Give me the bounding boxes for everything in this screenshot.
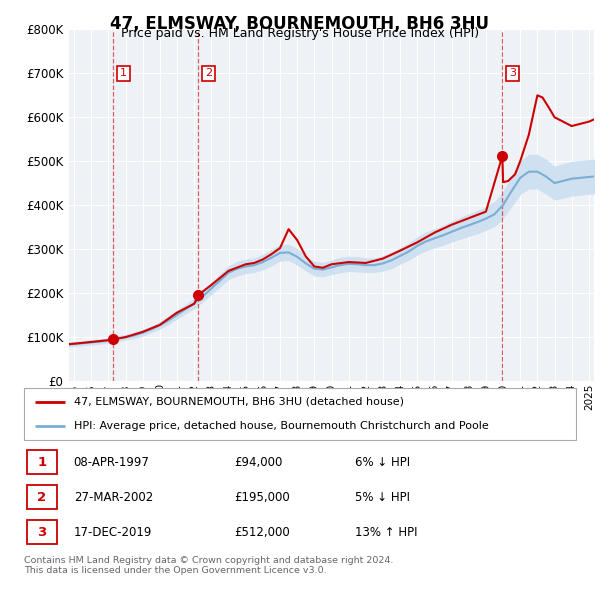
Text: £195,000: £195,000 [234, 490, 290, 504]
Text: £512,000: £512,000 [234, 526, 290, 539]
Text: 17-DEC-2019: 17-DEC-2019 [74, 526, 152, 539]
Text: 1: 1 [120, 68, 127, 78]
Text: 47, ELMSWAY, BOURNEMOUTH, BH6 3HU: 47, ELMSWAY, BOURNEMOUTH, BH6 3HU [110, 15, 490, 33]
Text: 3: 3 [509, 68, 516, 78]
Text: 1: 1 [37, 455, 47, 468]
Text: 2: 2 [37, 490, 47, 504]
Text: 27-MAR-2002: 27-MAR-2002 [74, 490, 153, 504]
Text: This data is licensed under the Open Government Licence v3.0.: This data is licensed under the Open Gov… [24, 566, 326, 575]
Text: 3: 3 [37, 526, 47, 539]
Text: 47, ELMSWAY, BOURNEMOUTH, BH6 3HU (detached house): 47, ELMSWAY, BOURNEMOUTH, BH6 3HU (detac… [74, 396, 404, 407]
FancyBboxPatch shape [27, 450, 57, 474]
FancyBboxPatch shape [27, 485, 57, 509]
Text: £94,000: £94,000 [234, 455, 282, 468]
Text: Contains HM Land Registry data © Crown copyright and database right 2024.: Contains HM Land Registry data © Crown c… [24, 556, 394, 565]
Text: 08-APR-1997: 08-APR-1997 [74, 455, 149, 468]
Text: 2: 2 [205, 68, 212, 78]
Text: Price paid vs. HM Land Registry's House Price Index (HPI): Price paid vs. HM Land Registry's House … [121, 27, 479, 40]
Text: 5% ↓ HPI: 5% ↓ HPI [355, 490, 410, 504]
Text: 6% ↓ HPI: 6% ↓ HPI [355, 455, 410, 468]
Text: HPI: Average price, detached house, Bournemouth Christchurch and Poole: HPI: Average price, detached house, Bour… [74, 421, 488, 431]
Text: 13% ↑ HPI: 13% ↑ HPI [355, 526, 418, 539]
FancyBboxPatch shape [27, 520, 57, 544]
